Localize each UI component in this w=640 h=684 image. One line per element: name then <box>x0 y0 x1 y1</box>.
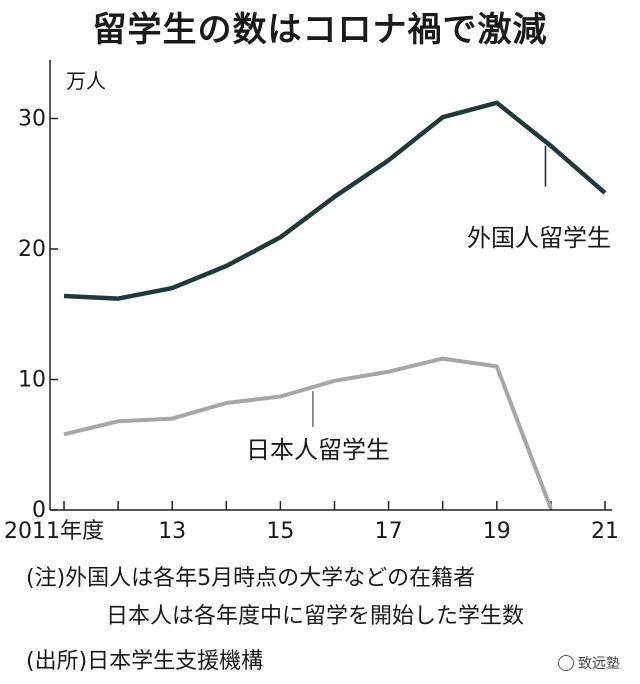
series-line <box>63 100 607 301</box>
y-tick-label: 30 <box>18 107 46 132</box>
x-tick-label: 15 <box>266 519 294 544</box>
x-tick-label: 13 <box>158 519 186 544</box>
series-label: 日本人留学生 <box>246 436 390 464</box>
watermark: 致远塾 <box>552 652 626 674</box>
series-line <box>63 356 553 510</box>
note-line-1: (注)外国人は各年5月時点の大学などの在籍者 <box>26 566 476 591</box>
x-tick-label: 19 <box>483 519 511 544</box>
y-tick-label: 0 <box>32 498 46 523</box>
x-tick-label: 21 <box>591 519 619 544</box>
watermark-icon <box>558 655 574 671</box>
series-label: 外国人留学生 <box>467 224 611 252</box>
x-tick-label: 2011年度 <box>4 519 104 544</box>
chart-title: 留学生の数はコロナ禍で激減 <box>92 10 548 50</box>
y-axis-ticks: 0 10 20 30 <box>18 107 58 523</box>
watermark-text: 致远塾 <box>578 656 620 672</box>
chart-notes: (注)外国人は各年5月時点の大学などの在籍者 日本人は各年度中に留学を開始した学… <box>26 560 524 681</box>
y-unit-label: 万人 <box>66 69 106 93</box>
x-axis-ticks: 2011年度 13 15 17 19 21 <box>4 501 619 544</box>
x-tick-label: 17 <box>375 519 403 544</box>
source-line: (出所)日本学生支援機構 <box>26 649 264 674</box>
series-layer <box>63 100 607 510</box>
y-tick-label: 10 <box>18 368 46 393</box>
y-tick-label: 20 <box>18 237 46 262</box>
note-line-2: 日本人は各年度中に留学を開始した学生数 <box>106 604 525 629</box>
